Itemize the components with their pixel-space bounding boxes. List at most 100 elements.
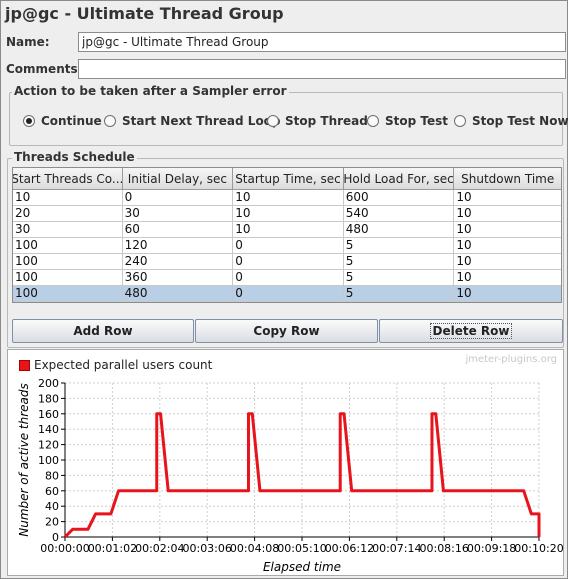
chart-svg: 0 20 40 60 80 100 120 140 160 180 200 00:00:0000:01…	[17, 377, 564, 574]
radio-continue[interactable]: Continue	[23, 113, 102, 129]
radio-stop-test-now-label: Stop Test Now	[472, 114, 568, 128]
x-tick-label: 00:06:12	[325, 542, 374, 555]
comments-field[interactable]	[78, 59, 566, 79]
watermark: jmeter-plugins.org	[465, 354, 557, 365]
legend-swatch	[19, 360, 30, 371]
table-row[interactable]: 20 30 10 540 10	[13, 206, 561, 222]
y-tick-label: 180	[38, 392, 59, 405]
x-tick-label: 00:00:00	[40, 542, 89, 555]
table-cell[interactable]: 0	[233, 286, 344, 301]
table-cell[interactable]: 100	[13, 254, 123, 269]
threads-schedule-group	[7, 158, 564, 348]
x-tick-label: 00:08:16	[419, 542, 468, 555]
radio-stop-test-now-indicator[interactable]	[454, 115, 466, 127]
radio-stop-thread[interactable]: Stop Thread	[267, 113, 368, 129]
radio-stop-test-indicator[interactable]	[367, 115, 379, 127]
table-cell[interactable]: 20	[13, 206, 123, 221]
table-cell[interactable]: 5	[344, 286, 455, 301]
expected-users-chart-panel: Expected parallel users count jmeter-plu…	[7, 349, 564, 576]
x-tick-label: 00:05:10	[277, 542, 326, 555]
table-cell[interactable]: 10	[233, 190, 344, 205]
radio-stop-thread-label: Stop Thread	[285, 114, 368, 128]
y-tick-label: 20	[45, 516, 59, 529]
copy-row-button[interactable]: Copy Row	[195, 319, 378, 343]
table-cell[interactable]: 360	[123, 270, 234, 285]
table-cell[interactable]: 10	[233, 222, 344, 237]
radio-start-next-thread-loop-indicator[interactable]	[104, 115, 116, 127]
radio-continue-indicator[interactable]	[23, 115, 35, 127]
y-tick-label: 0	[52, 531, 59, 544]
radio-stop-thread-indicator[interactable]	[267, 115, 279, 127]
table-cell[interactable]: 0	[233, 254, 344, 269]
table-row[interactable]: 100 240 0 5 10	[13, 254, 561, 270]
x-axis-label: Elapsed time	[263, 560, 341, 574]
y-tick-label: 140	[38, 423, 59, 436]
table-cell[interactable]: 120	[123, 238, 234, 253]
table-cell[interactable]: 10	[456, 254, 472, 268]
column-header-shutdown-time[interactable]: Shutdown Time	[461, 171, 555, 186]
table-cell[interactable]: 60	[123, 222, 234, 237]
radio-continue-label: Continue	[41, 114, 102, 128]
y-tick-label: 60	[45, 485, 59, 498]
table-row[interactable]: 100 480 0 5 10	[13, 286, 561, 302]
y-tick-label: 80	[45, 469, 59, 482]
legend-label: Expected parallel users count	[34, 358, 213, 372]
x-tick-label: 00:03:06	[182, 542, 231, 555]
table-cell[interactable]: 0	[233, 238, 344, 253]
x-tick-label: 00:01:02	[88, 542, 137, 555]
radio-stop-test-label: Stop Test	[385, 114, 448, 128]
table-cell[interactable]: 10	[233, 206, 344, 221]
y-tick-label: 160	[38, 408, 59, 421]
table-cell[interactable]: 10	[456, 286, 472, 300]
x-tick-label: 00:07:14	[372, 542, 421, 555]
table-cell[interactable]: 100	[13, 238, 123, 253]
x-tick-label: 00:02:04	[135, 542, 184, 555]
table-row[interactable]: 100 120 0 5 10	[13, 238, 561, 254]
radio-stop-test-now[interactable]: Stop Test Now	[454, 113, 568, 129]
panel-title: jp@gc - Ultimate Thread Group	[5, 4, 284, 23]
series-line	[63, 412, 541, 539]
table-cell[interactable]: 5	[344, 254, 455, 269]
threads-schedule-table: Start Threads Co... Initial Delay, sec S…	[12, 167, 562, 303]
column-header-startup-time[interactable]: Startup Time, sec	[233, 168, 344, 189]
table-cell[interactable]: 600	[344, 190, 455, 205]
table-row[interactable]: 100 360 0 5 10	[13, 270, 561, 286]
table-cell[interactable]: 480	[123, 286, 234, 301]
name-label: Name:	[6, 35, 50, 49]
table-cell[interactable]: 10	[456, 206, 472, 220]
table-cell[interactable]: 240	[123, 254, 234, 269]
table-cell[interactable]: 0	[123, 190, 234, 205]
table-cell[interactable]: 10	[456, 190, 472, 204]
threads-schedule-legend: Threads Schedule	[12, 150, 137, 164]
table-row[interactable]: 30 60 10 480 10	[13, 222, 561, 238]
sampler-error-legend: Action to be taken after a Sampler error	[12, 84, 289, 98]
x-tick-label: 00:04:08	[230, 542, 279, 555]
delete-row-button[interactable]: Delete Row	[379, 319, 563, 343]
table-cell[interactable]: 5	[344, 238, 455, 253]
table-cell[interactable]: 0	[233, 270, 344, 285]
table-cell[interactable]: 10	[456, 270, 472, 284]
table-cell[interactable]: 10	[456, 222, 472, 236]
table-cell[interactable]: 100	[13, 270, 123, 285]
column-header-start-threads[interactable]: Start Threads Co...	[13, 168, 123, 189]
table-cell[interactable]: 10	[13, 190, 123, 205]
table-cell[interactable]: 540	[344, 206, 455, 221]
name-field[interactable]	[78, 32, 566, 52]
table-cell[interactable]: 30	[13, 222, 123, 237]
x-tick-label: 00:10:20	[514, 542, 563, 555]
table-cell[interactable]: 480	[344, 222, 455, 237]
y-tick-label: 200	[38, 377, 59, 390]
radio-stop-test[interactable]: Stop Test	[367, 113, 448, 129]
table-cell[interactable]: 10	[456, 238, 472, 252]
table-cell[interactable]: 30	[123, 206, 234, 221]
delete-row-label: Delete Row	[429, 323, 513, 339]
radio-start-next-thread-loop-label: Start Next Thread Loop	[122, 114, 281, 128]
table-cell[interactable]: 5	[344, 270, 455, 285]
table-row[interactable]: 10 0 10 600 10	[13, 190, 561, 206]
column-header-initial-delay[interactable]: Initial Delay, sec	[123, 168, 234, 189]
radio-start-next-thread-loop[interactable]: Start Next Thread Loop	[104, 113, 281, 129]
add-row-button[interactable]: Add Row	[12, 319, 194, 343]
column-header-hold-load[interactable]: Hold Load For, sec	[344, 168, 455, 189]
table-cell[interactable]: 100	[13, 286, 123, 301]
